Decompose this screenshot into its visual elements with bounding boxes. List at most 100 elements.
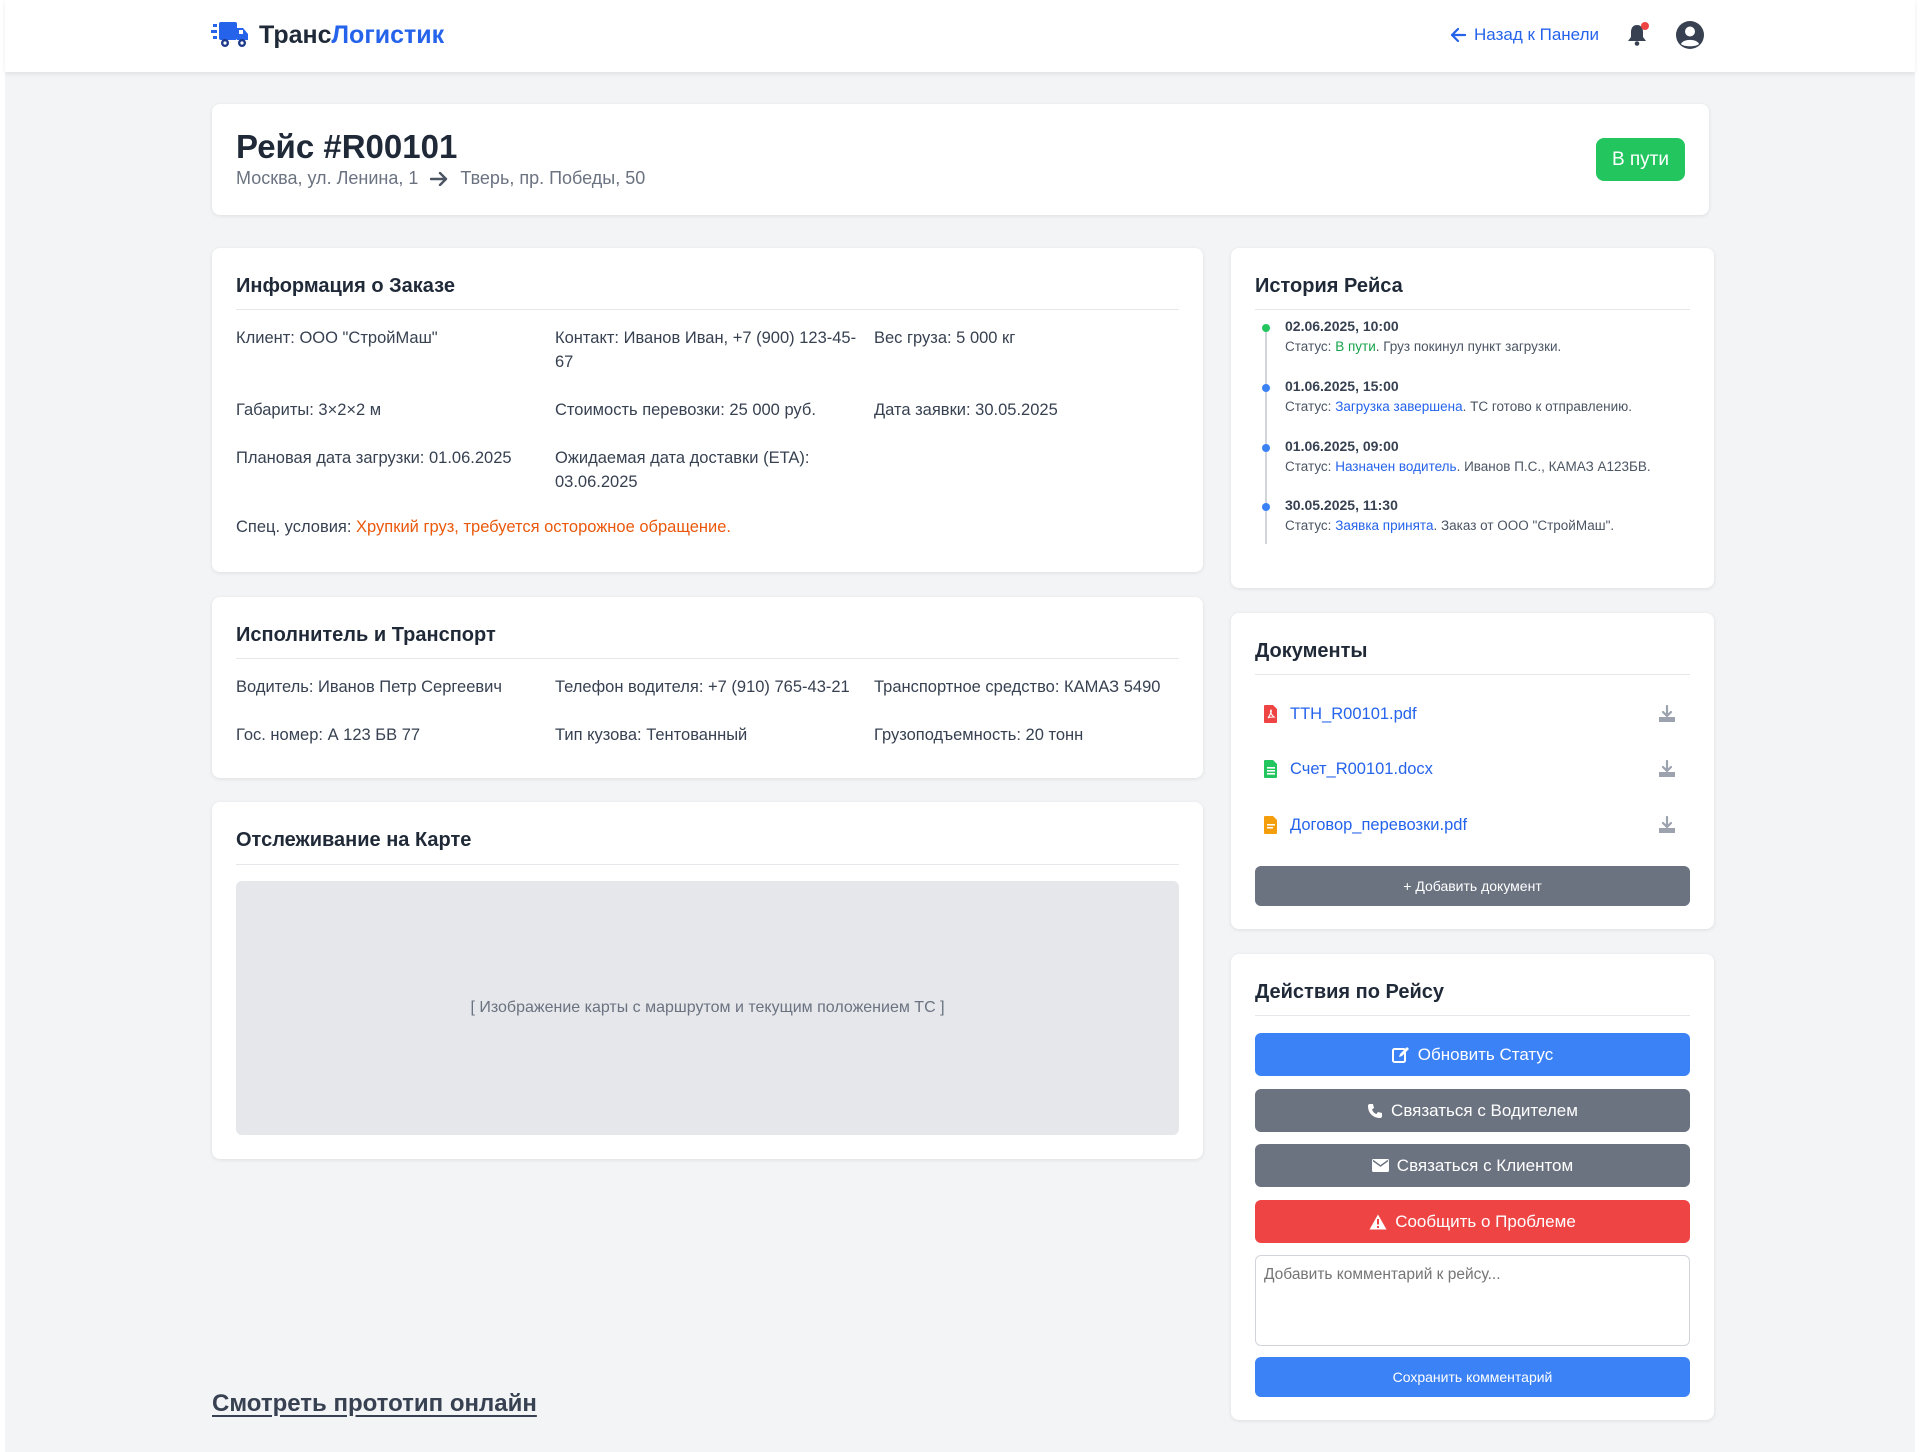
documents-title: Документы: [1255, 640, 1368, 662]
report-problem-label: Сообщить о Проблеме: [1395, 1211, 1576, 1231]
carrier-driver-phone: Телефон водителя: +7 (910) 765-43-21: [555, 678, 850, 696]
divider: [1255, 674, 1690, 675]
route-from: Москва, ул. Ленина, 1: [236, 168, 419, 188]
contact-driver-button[interactable]: Связаться с Водителем: [1255, 1089, 1690, 1132]
warning-icon: [1369, 1214, 1387, 1229]
add-document-button[interactable]: + Добавить документ: [1255, 866, 1690, 906]
carrier-title: Исполнитель и Транспорт: [236, 624, 496, 646]
trip-actions-card: Действия по Рейсу Обновить Статус Связат…: [1231, 954, 1714, 1420]
history-date: 01.06.2025, 09:00: [1285, 438, 1399, 454]
trip-header-card: Рейс #R00101 Москва, ул. Ленина, 1 Тверь…: [212, 104, 1709, 215]
download-icon[interactable]: [1658, 816, 1676, 834]
map-placeholder[interactable]: [ Изображение карты с маршрутом и текущи…: [236, 881, 1179, 1135]
brand-logo[interactable]: ТрансЛогистик: [211, 20, 444, 50]
order-weight: Вес груза: 5 000 кг: [874, 329, 1016, 347]
arrow-left-icon: [1451, 28, 1467, 42]
brand-name-part2: Логистик: [331, 20, 445, 49]
history-suffix: . Груз покинул пункт загрузки.: [1375, 339, 1562, 354]
history-suffix: . Иванов П.С., КАМАЗ А123БВ.: [1456, 459, 1651, 474]
history-status: Назначен водитель: [1335, 459, 1457, 474]
timeline-dot: [1262, 384, 1270, 392]
save-comment-button[interactable]: Сохранить комментарий: [1255, 1357, 1690, 1397]
document-file-icon: [1264, 816, 1277, 834]
timeline-dot: [1262, 444, 1270, 452]
documents-card: Документы ТТН_R00101.pdf Счет_R00101.doc…: [1231, 613, 1714, 929]
history-text: Статус: Заявка принята. Заказ от ООО "Ст…: [1285, 518, 1614, 533]
comment-input[interactable]: [1255, 1255, 1690, 1346]
prototype-online-link[interactable]: Смотреть прототип онлайн: [212, 1390, 537, 1417]
special-conditions-label: Спец. условия:: [236, 518, 352, 536]
order-contact: Контакт: Иванов Иван, +7 (900) 123-45-67: [555, 329, 857, 371]
route-to: Тверь, пр. Победы, 50: [460, 168, 646, 188]
history-text: Статус: Назначен водитель. Иванов П.С., …: [1285, 459, 1651, 474]
document-row[interactable]: Договор_перевозки.pdf: [1255, 805, 1690, 845]
divider: [236, 864, 1179, 865]
trip-route: Москва, ул. Ленина, 1 Тверь, пр. Победы,…: [236, 168, 645, 189]
divider: [1255, 309, 1690, 310]
brand-name-part1: Транс: [259, 20, 332, 49]
document-link[interactable]: ТТН_R00101.pdf: [1290, 704, 1417, 723]
carrier-info-grid: Водитель: Иванов Петр Сергеевич Телефон …: [236, 675, 1179, 747]
notification-dot: [1641, 22, 1649, 30]
download-icon[interactable]: [1658, 760, 1676, 778]
contact-client-label: Связаться с Клиентом: [1396, 1155, 1574, 1175]
history-prefix: Статус:: [1285, 339, 1332, 354]
history-prefix: Статус:: [1285, 399, 1332, 414]
contact-client-button[interactable]: Связаться с Клиентом: [1255, 1144, 1690, 1187]
truck-icon: [211, 22, 248, 47]
spreadsheet-file-icon: [1264, 760, 1277, 778]
update-status-label: Обновить Статус: [1417, 1044, 1554, 1064]
arrow-right-icon: [430, 171, 448, 186]
order-empty-cell: [874, 446, 1179, 494]
history-date: 01.06.2025, 15:00: [1285, 378, 1399, 394]
back-link-label: Назад к Панели: [1474, 25, 1599, 44]
carrier-plate: Гос. номер: А 123 БВ 77: [236, 726, 421, 744]
report-problem-button[interactable]: Сообщить о Проблеме: [1255, 1200, 1690, 1243]
map-tracking-card: Отслеживание на Карте [ Изображение карт…: [212, 802, 1203, 1159]
special-conditions-value: Хрупкий груз, требуется осторожное обращ…: [356, 518, 731, 536]
order-info-card: Информация о Заказе Клиент: ООО "СтройМа…: [212, 248, 1203, 572]
history-prefix: Статус:: [1285, 518, 1332, 533]
trip-history-card: История Рейса 02.06.2025, 10:00 Статус: …: [1231, 248, 1714, 588]
app-frame: ТрансЛогистик Назад к Панели Рейс #R0010…: [5, 0, 1915, 1452]
order-eta: Ожидаемая дата доставки (ETA): 03.06.202…: [555, 449, 810, 491]
order-request-date: Дата заявки: 30.05.2025: [874, 401, 1058, 419]
pdf-file-icon: [1264, 705, 1277, 723]
history-suffix: . ТС готово к отправлению.: [1462, 399, 1632, 414]
nav-actions: Назад к Панели: [1451, 20, 1705, 50]
contact-driver-label: Связаться с Водителем: [1391, 1100, 1578, 1120]
history-date: 30.05.2025, 11:30: [1285, 497, 1398, 513]
order-info-title: Информация о Заказе: [236, 275, 455, 297]
order-planned-loading-date: Плановая дата загрузки: 01.06.2025: [236, 449, 512, 467]
history-status: Заявка принята: [1335, 518, 1434, 533]
update-status-button[interactable]: Обновить Статус: [1255, 1033, 1690, 1076]
carrier-body-type: Тип кузова: Тентованный: [555, 726, 748, 744]
order-client: Клиент: ООО "СтройМаш": [236, 329, 438, 347]
map-tracking-title: Отслеживание на Карте: [236, 829, 472, 851]
phone-icon: [1368, 1103, 1383, 1118]
history-status: В пути: [1335, 339, 1376, 354]
edit-icon: [1391, 1047, 1409, 1063]
divider: [236, 658, 1179, 659]
history-date: 02.06.2025, 10:00: [1285, 318, 1399, 334]
order-info-grid: Клиент: ООО "СтройМаш" Контакт: Иванов И…: [236, 326, 1179, 494]
download-icon[interactable]: [1658, 705, 1676, 723]
document-row[interactable]: ТТН_R00101.pdf: [1255, 694, 1690, 734]
carrier-vehicle: Транспортное средство: КАМАЗ 5490: [874, 678, 1161, 696]
document-row[interactable]: Счет_R00101.docx: [1255, 749, 1690, 789]
history-suffix: . Заказ от ООО "СтройМаш".: [1433, 518, 1615, 533]
envelope-icon: [1371, 1159, 1389, 1172]
history-prefix: Статус:: [1285, 459, 1332, 474]
history-text: Статус: В пути. Груз покинул пункт загру…: [1285, 339, 1561, 354]
user-circle-icon[interactable]: [1675, 20, 1705, 50]
trip-history-title: История Рейса: [1255, 275, 1403, 297]
back-to-dashboard-link[interactable]: Назад к Панели: [1451, 25, 1599, 45]
document-link[interactable]: Счет_R00101.docx: [1290, 759, 1433, 778]
carrier-driver: Водитель: Иванов Петр Сергеевич: [236, 678, 502, 696]
special-conditions: Спец. условия: Хрупкий груз, требуется о…: [236, 518, 731, 537]
document-link[interactable]: Договор_перевозки.pdf: [1290, 815, 1468, 834]
notifications-button[interactable]: [1625, 22, 1649, 48]
order-cost: Стоимость перевозки: 25 000 руб.: [555, 401, 816, 419]
trip-status-badge: В пути: [1595, 138, 1685, 181]
carrier-capacity: Грузоподъемность: 20 тонн: [874, 726, 1084, 744]
